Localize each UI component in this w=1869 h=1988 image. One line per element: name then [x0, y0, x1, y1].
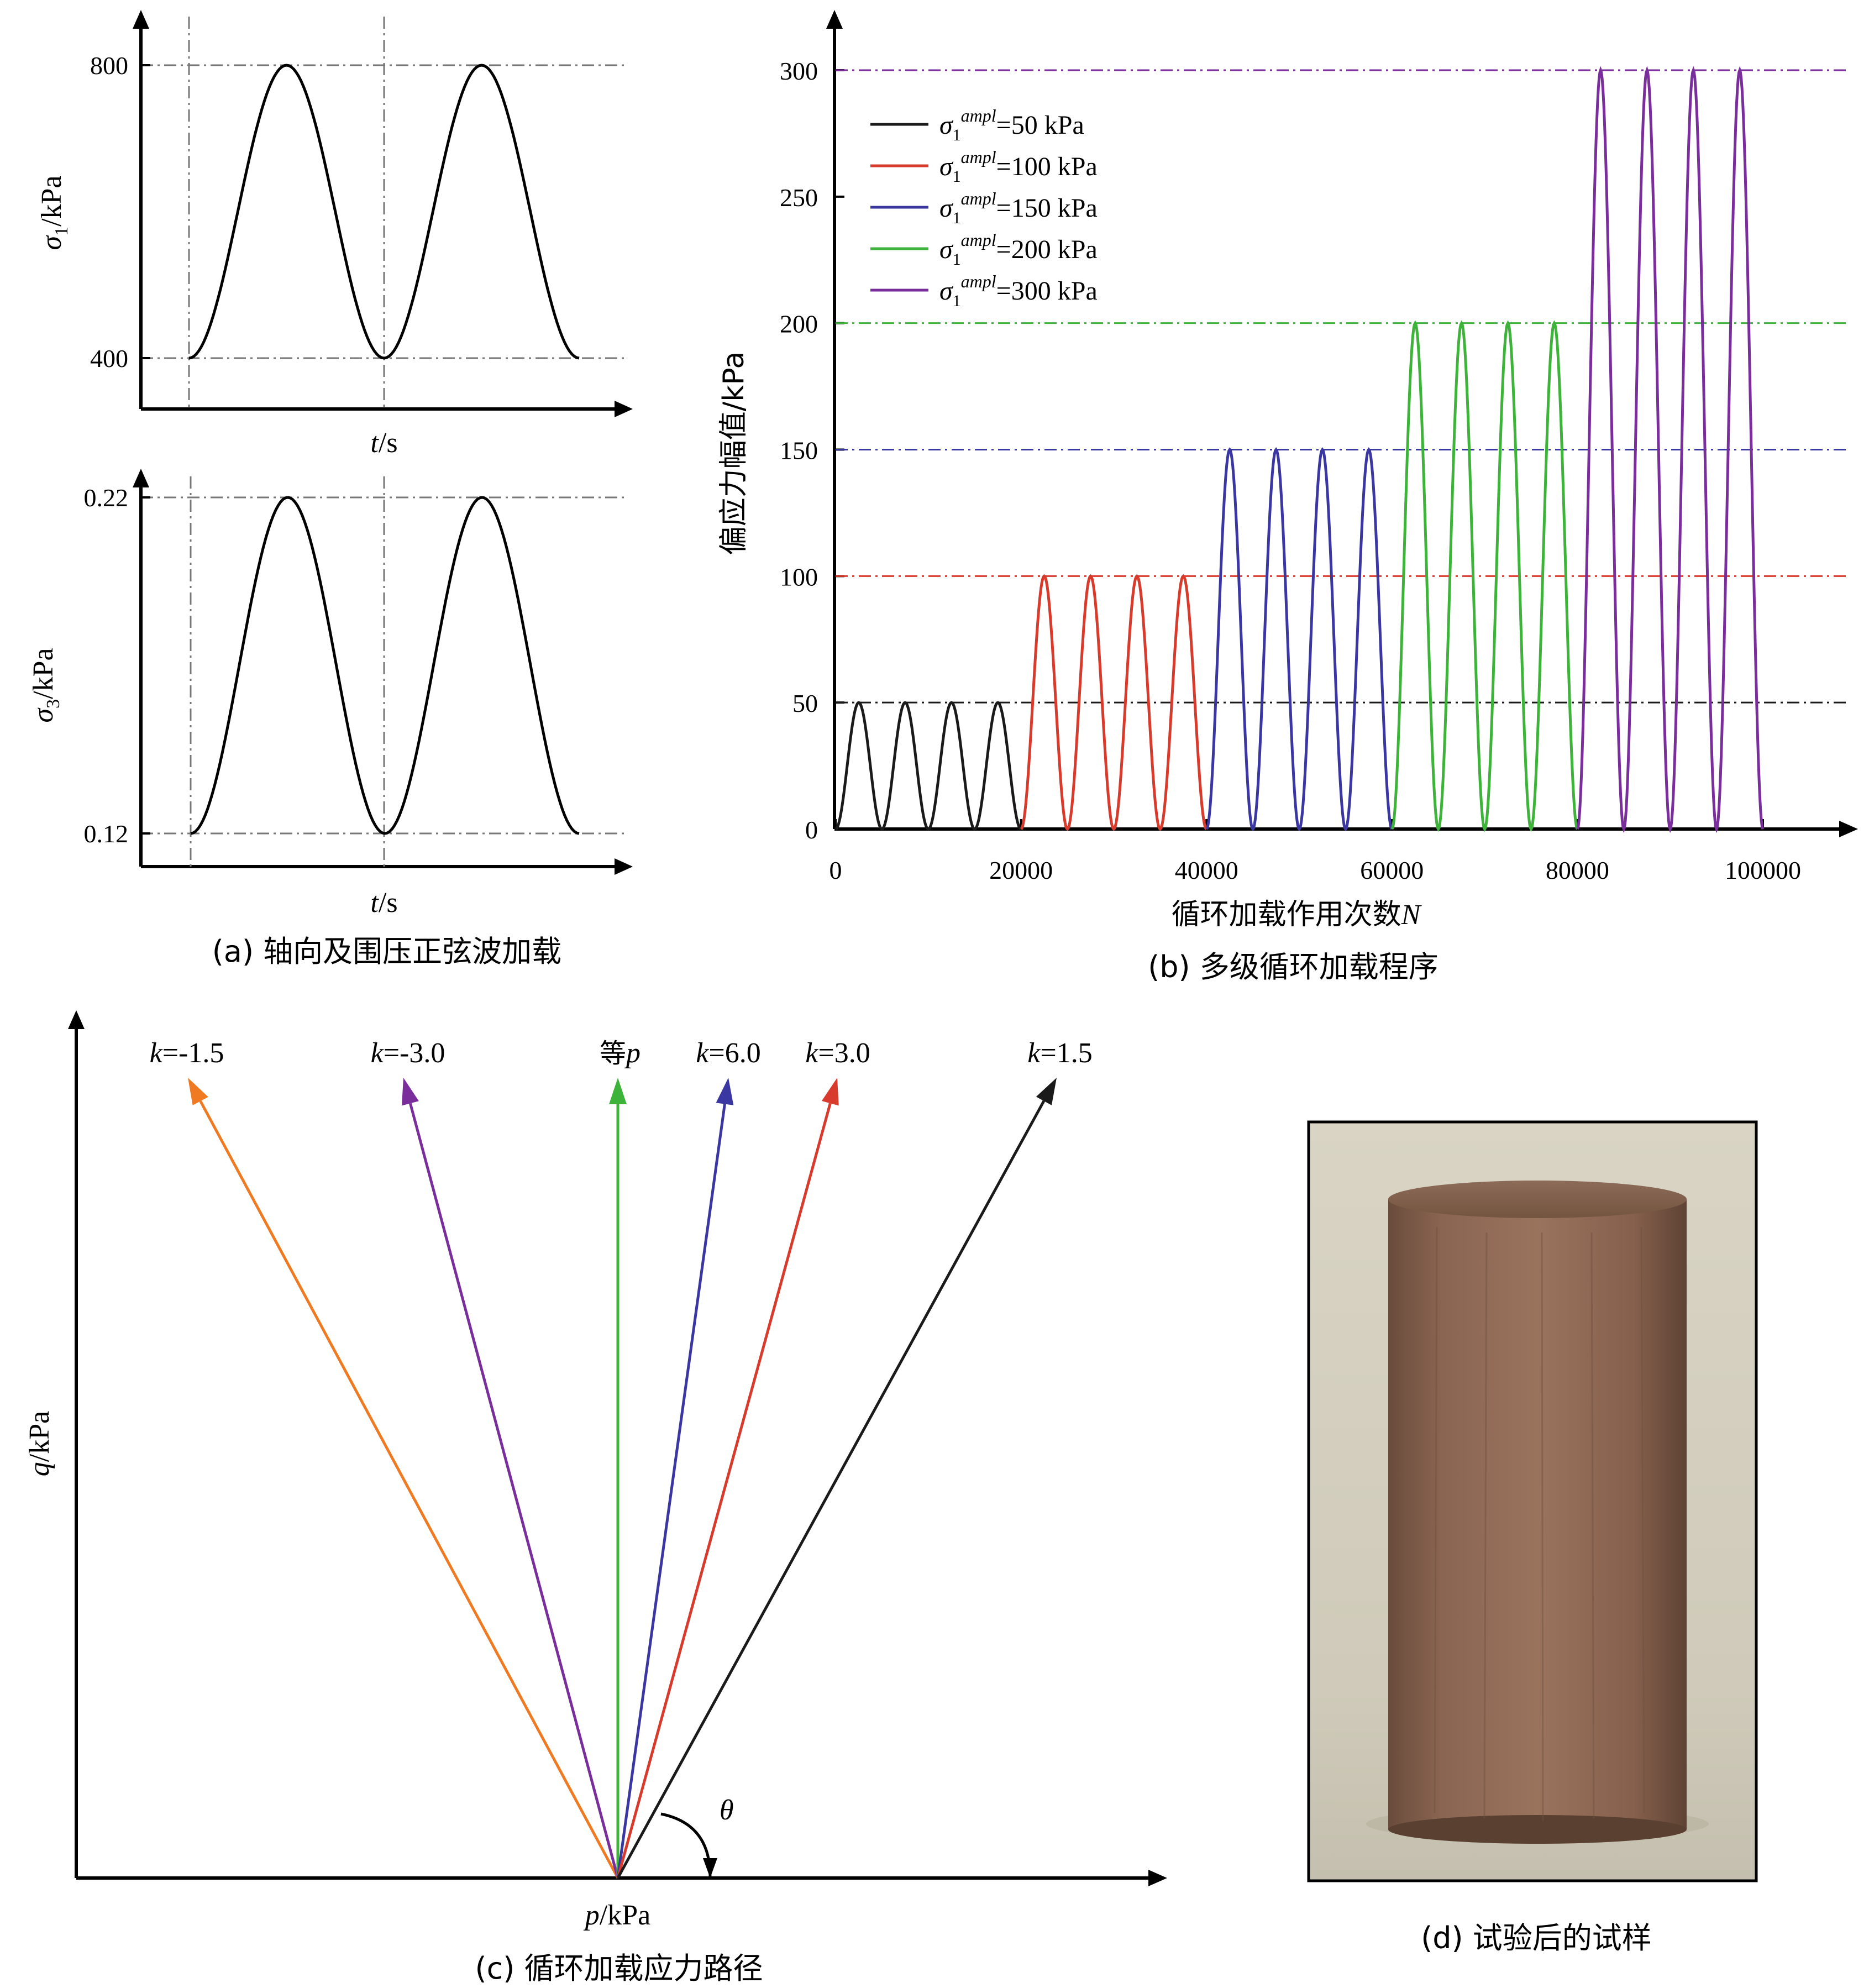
- b-legend-entry-3: σ1ampl=150 kPa: [939, 188, 1098, 227]
- b-series-line-5: [1576, 66, 1765, 833]
- b-y-tick-label-3: 150: [780, 437, 818, 465]
- b-series: [835, 66, 1765, 833]
- panel-a-bottom: 0.22 0.12 σ3/kPa t/s: [28, 469, 633, 919]
- c-y-arrow: [68, 1010, 85, 1029]
- b-x-arrow: [1839, 821, 1858, 837]
- c-y-label: q/kPa: [24, 1411, 55, 1476]
- c-path-labels: k=-1.5 k=-3.0 等p k=6.0 k=3.0 k=1.5: [150, 1037, 1093, 1069]
- specimen-texture: [1434, 1226, 1645, 1822]
- b-series-line-3: [1205, 447, 1393, 832]
- a-bot-tick-label-022: 0.22: [84, 484, 129, 512]
- c-path-arrowhead-3: [609, 1078, 627, 1104]
- c-path-line-2: [409, 1103, 620, 1879]
- b-series-line-2: [1020, 574, 1208, 831]
- b-x-tick-label-2: 40000: [1175, 856, 1238, 884]
- a-bot-y-arrow: [133, 469, 149, 487]
- c-path-arrowhead-6: [1036, 1078, 1057, 1105]
- b-y-tick-label-1: 50: [792, 689, 818, 717]
- c-label-k-15: k=1.5: [1027, 1037, 1092, 1069]
- b-ticks: 0 50 100 150 200 250 300 0 20000 40000 60000 80000 1…: [780, 57, 1801, 884]
- panel-d-photo: [1307, 1120, 1758, 1882]
- b-x-tick-label-5: 100000: [1725, 856, 1801, 884]
- b-legend-entry-2: σ1ampl=100 kPa: [939, 147, 1098, 186]
- c-path-line-1: [199, 1100, 620, 1879]
- c-theta-label: θ: [720, 1795, 734, 1826]
- b-y-tick-label-4: 200: [780, 310, 818, 338]
- caption-a: (a) 轴向及围压正弦波加载: [212, 934, 561, 969]
- c-label-k-neg30: k=-3.0: [371, 1037, 445, 1069]
- c-x-label: p/kPa: [583, 1900, 650, 1931]
- a-bot-x-label: t/s: [370, 887, 397, 919]
- a-bot-tick-label-012: 0.12: [84, 820, 129, 848]
- b-x-label: 循环加载作用次数N: [1172, 898, 1422, 931]
- b-legend: σ1ampl=50 kPa σ1ampl=100 kPa σ1ampl=150 …: [870, 106, 1098, 310]
- c-path-arrowhead-4: [716, 1078, 734, 1105]
- caption-b: (b) 多级循环加载程序: [1148, 950, 1439, 984]
- b-legend-entry-4: σ1ampl=200 kPa: [939, 230, 1098, 269]
- b-series-line-4: [1390, 320, 1579, 832]
- b-y-tick-label-2: 100: [780, 563, 818, 591]
- a-top-tick-label-800: 800: [90, 51, 128, 80]
- a-bot-wave-line: [190, 496, 580, 835]
- c-path-line-5: [616, 1103, 832, 1879]
- specimen-base: [1388, 1815, 1687, 1844]
- b-y-tick-label-5: 250: [780, 183, 818, 212]
- c-label-equal-p: 等p: [600, 1037, 641, 1069]
- c-x-arrow: [1148, 1870, 1167, 1886]
- a-top-x-arrow: [615, 401, 633, 417]
- c-theta-arrow: [703, 1858, 717, 1878]
- c-label-k-60: k=6.0: [696, 1037, 760, 1069]
- b-x-tick-label-1: 20000: [989, 856, 1053, 884]
- specimen-top: [1388, 1181, 1687, 1218]
- a-bot-x-arrow: [615, 858, 633, 875]
- b-series-line-1: [835, 701, 1022, 831]
- panel-c: θ q/kPa p/kPa k=-1.5 k=-3.0 等p k=6.0 k=3…: [24, 1010, 1167, 1931]
- specimen-body: [1388, 1199, 1687, 1829]
- a-top-tick-label-400: 400: [90, 344, 128, 373]
- a-bot-y-label: σ3/kPa: [28, 648, 64, 722]
- c-path-arrowhead-5: [821, 1078, 839, 1106]
- caption-c: (c) 循环加载应力路径: [475, 1951, 763, 1986]
- a-top-wave-line: [188, 64, 580, 360]
- b-legend-entry-5: σ1ampl=300 kPa: [939, 271, 1098, 310]
- c-path-line-4: [616, 1104, 726, 1879]
- b-y-tick-label-0: 0: [805, 816, 818, 844]
- b-legend-entry-1: σ1ampl=50 kPa: [939, 106, 1084, 144]
- c-path-arrowhead-2: [401, 1078, 419, 1106]
- b-y-label: 偏应力幅值/kPa: [717, 352, 750, 555]
- a-top-y-arrow: [133, 10, 149, 29]
- panel-b: 0 50 100 150 200 250 300 0 20000 40000 60000 80000 1…: [717, 10, 1858, 931]
- c-label-k-neg15: k=-1.5: [150, 1037, 224, 1069]
- c-label-k-30: k=3.0: [805, 1037, 870, 1069]
- c-path-line-6: [616, 1100, 1046, 1879]
- panel-a-top: 800 400 σ1/kPa t/s: [36, 10, 633, 459]
- c-theta-arc: [660, 1812, 712, 1877]
- a-top-y-label: σ1/kPa: [36, 175, 72, 250]
- b-x-tick-label-4: 80000: [1546, 856, 1609, 884]
- a-top-x-label: t/s: [370, 427, 397, 459]
- b-x-tick-label-3: 60000: [1360, 856, 1424, 884]
- b-x-tick-label-0: 0: [830, 856, 842, 884]
- caption-d: (d) 试验后的试样: [1421, 1921, 1652, 1955]
- c-path-arrowhead-1: [188, 1078, 208, 1105]
- c-paths: [188, 1078, 1057, 1879]
- b-y-arrow: [826, 10, 843, 29]
- b-y-tick-label-6: 300: [780, 57, 818, 85]
